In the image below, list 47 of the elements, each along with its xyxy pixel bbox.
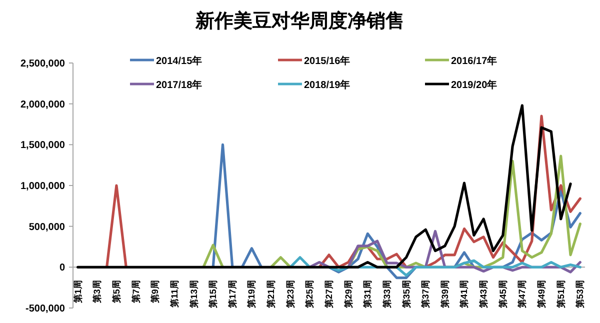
legend-label: 2016/17年 bbox=[451, 55, 498, 67]
legend-item: 2017/18年 bbox=[130, 80, 202, 91]
xtick: 第3周 bbox=[92, 280, 102, 304]
xtick: 第47周 bbox=[517, 280, 528, 308]
xtick: 第7周 bbox=[130, 280, 141, 304]
ytick: 2,000,000 bbox=[20, 99, 65, 110]
xtick: 第15周 bbox=[208, 280, 218, 308]
ytick: 1,000,000 bbox=[20, 181, 65, 192]
ytick: 500,000 bbox=[28, 222, 65, 233]
xtick: 第45周 bbox=[498, 280, 508, 308]
ytick: 2,500,000 bbox=[20, 58, 65, 70]
xtick: 第5周 bbox=[111, 280, 122, 304]
xtick: 第51周 bbox=[556, 280, 566, 308]
xtick: 第33周 bbox=[382, 280, 392, 308]
xtick: 第17周 bbox=[227, 280, 238, 308]
legend-label: 2014/15年 bbox=[156, 55, 202, 67]
legend-label: 2015/16年 bbox=[304, 55, 350, 67]
xtick: 第25周 bbox=[304, 280, 315, 308]
legend-item: 2018/19年 bbox=[278, 80, 350, 91]
xtick: 第49周 bbox=[536, 280, 547, 308]
xtick: 第9周 bbox=[150, 280, 160, 304]
xtick: 第31周 bbox=[362, 280, 373, 308]
xtick: 第35周 bbox=[401, 280, 412, 308]
xtick: 第11周 bbox=[169, 280, 180, 308]
ytick: 0 bbox=[59, 262, 65, 274]
xtick: 第41周 bbox=[459, 280, 470, 308]
xtick: 第27周 bbox=[324, 280, 334, 308]
xtick: 第37周 bbox=[420, 280, 431, 308]
legend-label: 2018/19年 bbox=[304, 79, 350, 91]
legend-label: 2017/18年 bbox=[156, 79, 202, 91]
xtick: 第29周 bbox=[343, 280, 354, 308]
xtick: 第39周 bbox=[440, 280, 450, 308]
title: 新作美豆对华周度净销售 bbox=[196, 10, 404, 32]
legend-item: 2014/15年 bbox=[130, 56, 202, 67]
xtick: 第53周 bbox=[575, 280, 586, 308]
xtick: 第1周 bbox=[72, 280, 83, 304]
ytick: 1,500,000 bbox=[20, 140, 65, 152]
legend-item: 2015/16年 bbox=[278, 56, 350, 67]
xtick: 第23周 bbox=[285, 280, 296, 308]
legend-label: 2019/20年 bbox=[451, 79, 498, 91]
xtick: 第21周 bbox=[266, 280, 276, 308]
legend-item: 2016/17年 bbox=[425, 56, 498, 67]
xtick: 第13周 bbox=[188, 280, 199, 308]
xtick: 第19周 bbox=[246, 280, 257, 308]
xtick: 第43周 bbox=[478, 280, 489, 308]
ytick: -500,000 bbox=[26, 304, 65, 314]
legend-item: 2019/20年 bbox=[425, 80, 498, 91]
